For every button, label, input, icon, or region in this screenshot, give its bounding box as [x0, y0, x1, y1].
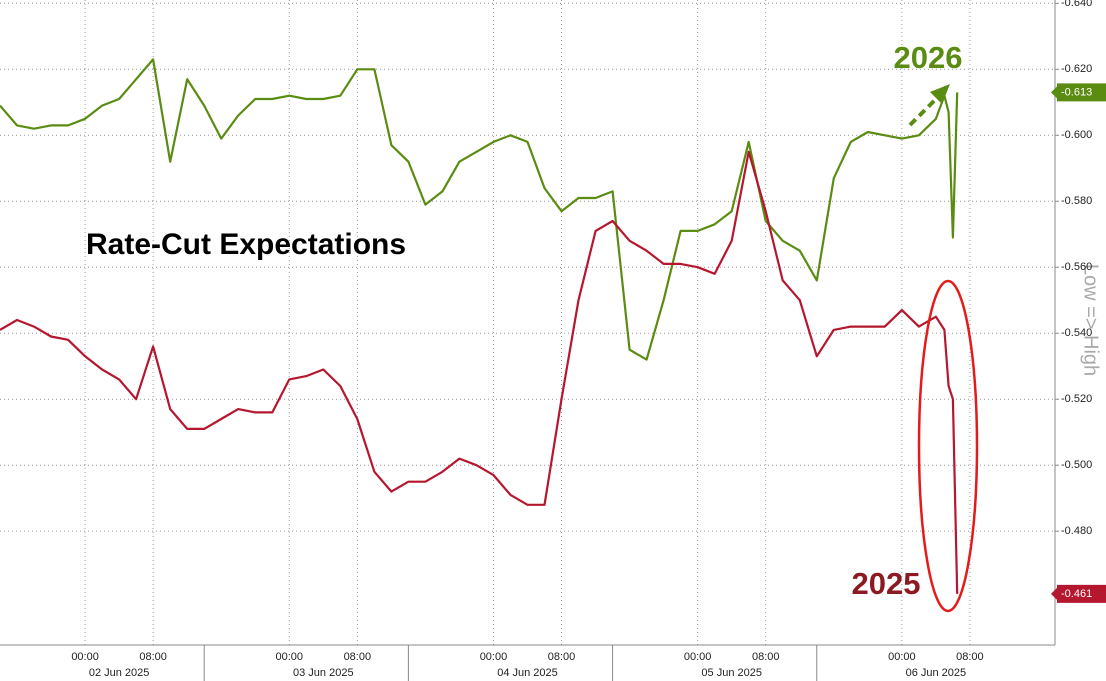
y-tick-label: -0.620	[1061, 63, 1092, 75]
x-date-label: 05 Jun 2025	[701, 667, 762, 679]
y-tick-label: -0.540	[1061, 327, 1092, 339]
end-value-label: -0.613	[1061, 86, 1092, 98]
series-annotation: 2026	[894, 40, 963, 75]
arrow-shaft	[908, 95, 940, 127]
end-value-pointer	[1051, 587, 1057, 600]
x-tick-label: 00:00	[480, 651, 508, 663]
y-tick-label: -0.580	[1061, 195, 1092, 207]
chart-title: Rate-Cut Expectations	[86, 228, 406, 261]
y-tick-label: -0.640	[1061, 0, 1092, 9]
arrow-head	[930, 84, 950, 104]
y-tick-label: -0.480	[1061, 525, 1092, 537]
series-line	[0, 58, 959, 361]
end-value-badge	[1057, 584, 1106, 603]
x-tick-label: 00:00	[888, 651, 916, 663]
y-tick-label: -0.520	[1061, 393, 1092, 405]
x-tick-label: 08:00	[956, 651, 984, 663]
x-date-label: 04 Jun 2025	[497, 667, 558, 679]
y-tick-label: -0.560	[1061, 261, 1092, 273]
x-tick-label: 00:00	[684, 651, 712, 663]
x-tick-label: 08:00	[139, 651, 167, 663]
x-tick-label: 08:00	[752, 651, 780, 663]
series-annotation: 2025	[852, 566, 921, 601]
series-line	[0, 150, 959, 594]
y-tick-label: -0.600	[1061, 129, 1092, 141]
x-tick-label: 08:00	[344, 651, 372, 663]
axis-note: Low => High	[1080, 264, 1102, 376]
end-value-label: -0.461	[1061, 588, 1092, 600]
x-date-label: 02 Jun 2025	[89, 667, 150, 679]
x-date-label: 03 Jun 2025	[293, 667, 354, 679]
x-tick-label: 08:00	[548, 651, 576, 663]
x-tick-label: 00:00	[276, 651, 304, 663]
x-date-label: 06 Jun 2025	[906, 667, 967, 679]
y-tick-label: -0.500	[1061, 459, 1092, 471]
end-value-pointer	[1051, 86, 1057, 99]
plot	[0, 58, 959, 594]
x-tick-label: 00:00	[71, 651, 99, 663]
highlight-ellipse	[917, 279, 979, 613]
end-value-badge	[1057, 83, 1106, 102]
